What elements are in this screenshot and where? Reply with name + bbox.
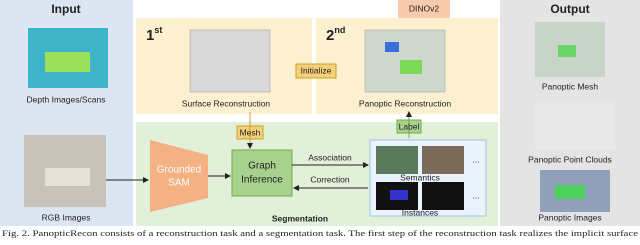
mesh-tag-label: Mesh <box>240 127 261 137</box>
sam-label: SAM <box>168 178 190 189</box>
correction-label: Correction <box>310 174 349 184</box>
stage-sup: nd <box>334 25 345 35</box>
output-points-label: Panoptic Point Clouds <box>528 154 612 164</box>
semantic-mask <box>376 146 418 174</box>
graph-block <box>231 149 293 197</box>
output-object <box>555 185 585 199</box>
rgb-label: RGB Images <box>42 212 91 222</box>
caption: Fig. 2. PanopticRecon consists of a reco… <box>2 228 638 238</box>
output-mesh-label: Panoptic Mesh <box>542 81 598 91</box>
dinov2-tab <box>398 0 450 18</box>
output-object <box>558 45 576 57</box>
stage-sup: st <box>154 25 162 35</box>
depth-label: Depth Images/Scans <box>27 94 106 104</box>
output-points-image <box>535 100 615 150</box>
label-tag-label: Label <box>399 121 420 131</box>
surface-label: Surface Reconstruction <box>182 98 271 108</box>
rgb-table <box>45 168 90 186</box>
graph-label: Graph <box>248 161 276 172</box>
dinov2-label: DINOv2 <box>409 3 440 13</box>
figure: Input Depth Images/Scans RGB Images 1st … <box>0 0 640 238</box>
ellipsis: ... <box>472 154 479 164</box>
panoptic-label: Panoptic Reconstruction <box>359 98 451 108</box>
depth-table <box>45 52 90 72</box>
graph-label: Inference <box>241 175 283 186</box>
association-label: Association <box>308 152 352 162</box>
sam-label: Grounded <box>157 165 201 176</box>
surface-image <box>189 29 271 93</box>
semantics-label: Semantics <box>400 172 440 182</box>
input-title: Input <box>51 2 80 16</box>
sam-block <box>150 140 208 212</box>
instance-mask <box>422 182 464 210</box>
panoptic-object <box>385 42 399 52</box>
instances-label: Instances <box>402 207 438 217</box>
semantic-mask <box>422 146 464 174</box>
initialize-label: Initialize <box>301 65 332 75</box>
initialize-tag <box>295 63 337 79</box>
panoptic-object <box>400 60 422 74</box>
stage-num: 1 <box>146 27 154 44</box>
stage-number: 2nd <box>326 25 345 44</box>
output-images-label: Panoptic Images <box>538 212 601 222</box>
instance-mask-obj <box>390 190 408 200</box>
stage-number: 1st <box>146 25 162 44</box>
segmentation-title: Segmentation <box>272 213 328 223</box>
output-title: Output <box>550 2 589 16</box>
stage-num: 2 <box>326 27 334 44</box>
ellipsis: ... <box>472 190 479 200</box>
